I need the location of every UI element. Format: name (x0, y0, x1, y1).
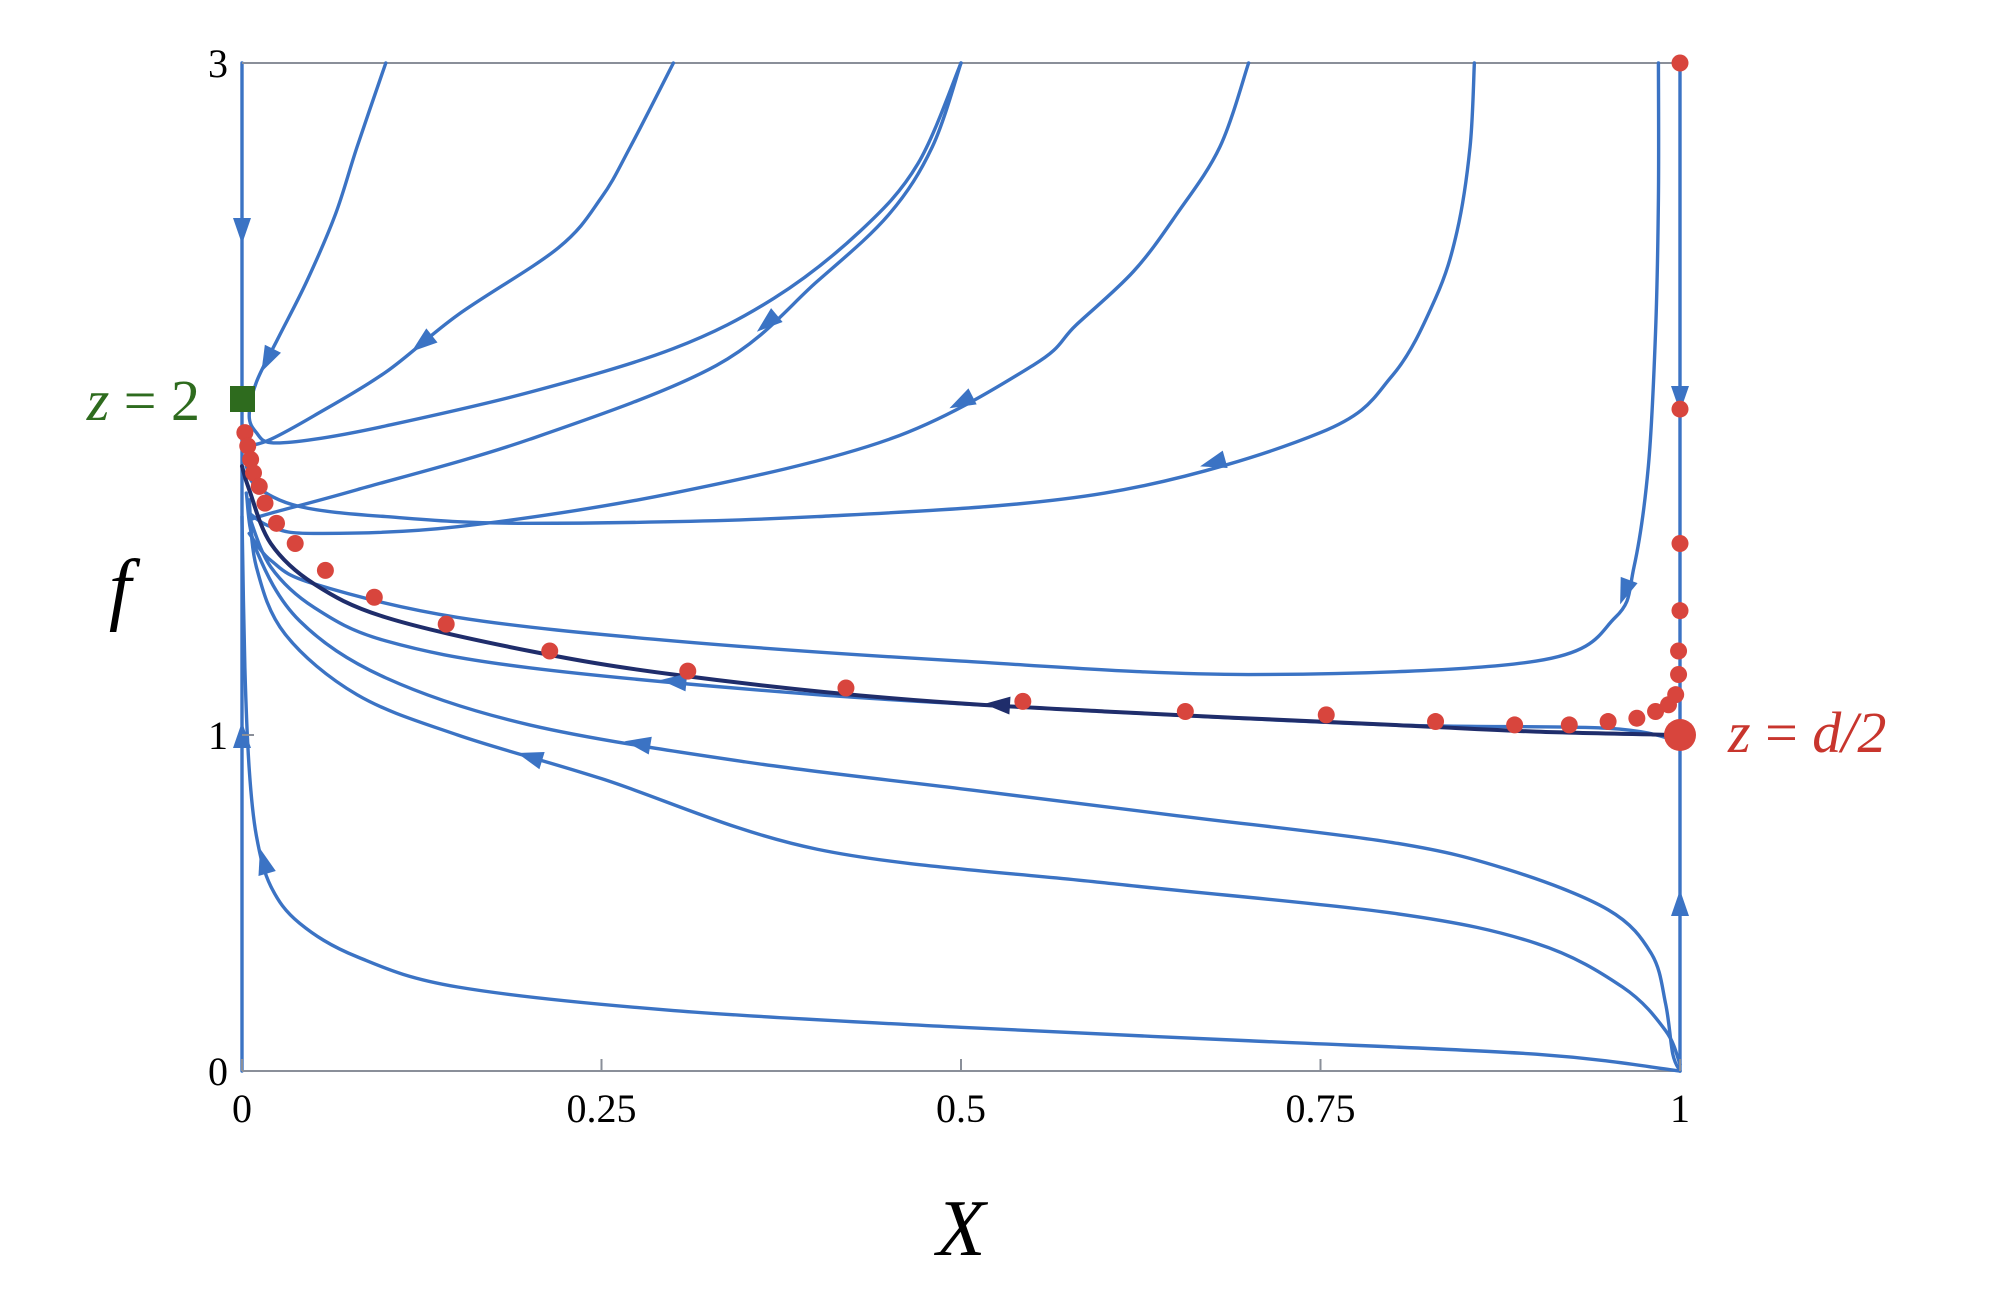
data-point-1 (239, 437, 257, 455)
flow-arrow-13 (1671, 890, 1689, 916)
flow-arrow-3 (949, 388, 977, 409)
data-point-15 (1176, 702, 1194, 720)
data-point-28 (1671, 534, 1689, 552)
data-point-16 (1317, 706, 1335, 724)
y-axis-label: f (109, 545, 141, 633)
data-point-7 (286, 534, 304, 552)
data-point-17 (1427, 713, 1445, 731)
flow-arrow-7 (517, 752, 545, 770)
flow-line-6 (247, 514, 1682, 744)
data-point-20 (1599, 713, 1617, 731)
data-point-12 (679, 662, 697, 680)
data-point-14 (1014, 692, 1032, 710)
fixed-point-circle-1 (1664, 719, 1696, 751)
flow-arrow-5 (1620, 576, 1638, 605)
flow-line-3 (247, 61, 1251, 536)
x-tick-label-2: 0.5 (936, 1086, 986, 1131)
flow-lines (240, 61, 1682, 1073)
fixed-point-label-right: z = d/2 (1727, 700, 1886, 765)
data-point-0 (236, 424, 254, 442)
flow-line-1 (247, 61, 676, 448)
data-point-11 (541, 642, 559, 660)
flow-arrow-10 (233, 218, 251, 244)
data-point-13 (837, 679, 855, 697)
x-axis-label: X (934, 1185, 989, 1273)
flow-arrow-4 (1200, 450, 1228, 468)
y-tick-label-2: 3 (208, 41, 228, 86)
x-tick-label-1: 0.25 (567, 1086, 637, 1131)
y-tick-label-1: 1 (208, 713, 228, 758)
data-point-22 (1647, 702, 1665, 720)
flow-line-0 (247, 61, 963, 445)
flow-arrow-12 (1671, 386, 1689, 412)
x-tick-label-3: 0.75 (1286, 1086, 1356, 1131)
data-point-5 (256, 494, 274, 512)
flow-arrow-8 (258, 848, 276, 876)
separatrix-line-14 (240, 464, 1682, 737)
flow-arrow-14 (983, 696, 1011, 715)
flow-line-5 (247, 61, 1661, 677)
flow-line-4 (244, 61, 1477, 526)
plot-frame (241, 62, 1681, 1072)
data-point-30 (1671, 54, 1689, 72)
data-point-27 (1671, 602, 1689, 620)
x-tick-label-4: 1 (1670, 1086, 1690, 1131)
data-point-24 (1667, 686, 1685, 704)
flow-arrow-2 (756, 308, 783, 332)
fixed-point-label-left: z = 2 (86, 368, 200, 433)
data-point-10 (437, 615, 455, 633)
data-point-6 (268, 514, 286, 532)
data-point-25 (1670, 666, 1688, 684)
data-point-9 (365, 588, 383, 606)
flow-arrow-9 (624, 736, 652, 755)
data-point-29 (1671, 400, 1689, 418)
data-point-2 (242, 450, 260, 468)
data-point-21 (1628, 709, 1646, 727)
flow-line-8 (240, 514, 1682, 1073)
flow-arrows (233, 218, 1689, 916)
data-point-8 (316, 561, 334, 579)
data-point-3 (245, 464, 263, 482)
x-tick-label-0: 0 (232, 1086, 252, 1131)
fixed-point-square-0 (230, 386, 255, 412)
data-point-4 (250, 477, 268, 495)
flow-arrow-1 (411, 328, 438, 352)
flow-line-2 (247, 61, 963, 522)
fixed-points (230, 386, 1696, 751)
x-ticks: 0 0.25 0.5 0.75 1 (232, 1059, 1690, 1131)
data-points (236, 54, 1689, 734)
data-point-18 (1506, 716, 1524, 734)
flow-line-9 (244, 491, 1682, 1073)
y-tick-label-0: 0 (208, 1049, 228, 1094)
flow-arrow-0 (261, 344, 281, 373)
flow-arrow-6 (660, 673, 688, 692)
data-point-26 (1670, 642, 1688, 660)
data-point-19 (1560, 716, 1578, 734)
flow-line-7 (247, 498, 1682, 1066)
y-ticks: 0 1 3 (208, 41, 254, 1094)
